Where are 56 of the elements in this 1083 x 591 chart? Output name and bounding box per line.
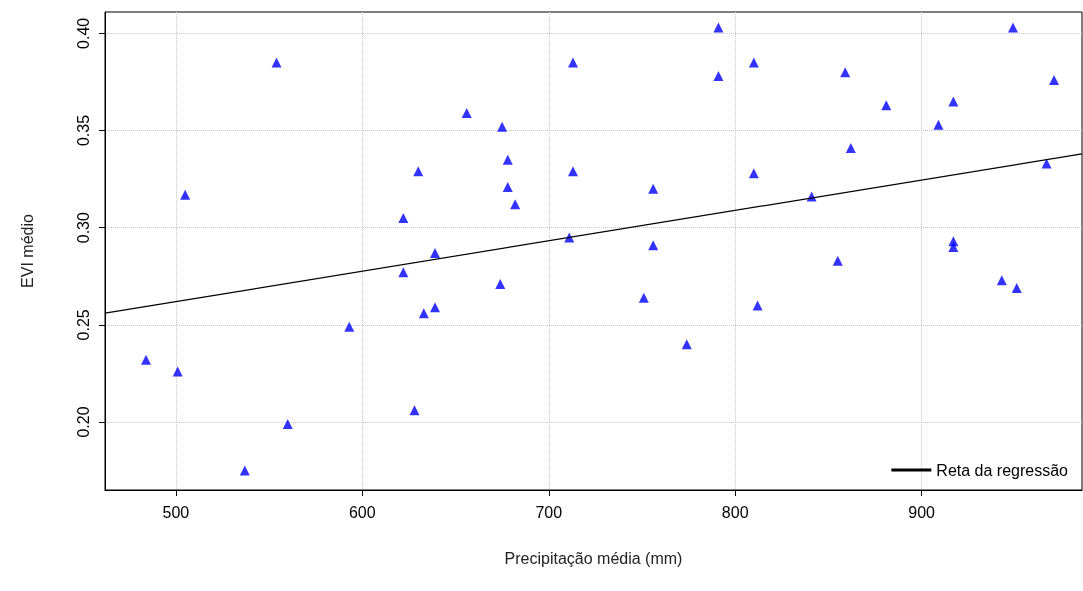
- point: [638, 292, 649, 303]
- point: [1011, 282, 1022, 293]
- point: [648, 183, 659, 194]
- x-tick-label: 500: [162, 503, 190, 521]
- point: [344, 321, 355, 332]
- point: [748, 57, 759, 68]
- point: [461, 108, 472, 119]
- point: [271, 57, 282, 68]
- point: [567, 57, 578, 68]
- point: [567, 166, 578, 177]
- y-tick-label: 0.30: [74, 212, 92, 244]
- point: [510, 199, 521, 210]
- point: [840, 67, 851, 78]
- point: [845, 143, 856, 154]
- y-tick-label: 0.40: [74, 17, 92, 49]
- y-tick-label: 0.20: [74, 406, 92, 438]
- x-tick-label: 800: [721, 503, 749, 521]
- point: [1008, 22, 1019, 33]
- point: [409, 405, 420, 416]
- x-tick-label: 700: [535, 503, 563, 521]
- point: [398, 267, 409, 278]
- point: [996, 275, 1007, 286]
- y-tick-label: 0.25: [74, 309, 92, 341]
- point: [141, 354, 152, 365]
- x-tick-label: 600: [348, 503, 376, 521]
- x-axis-title: Precipitação média (mm): [504, 549, 683, 567]
- point: [502, 154, 513, 165]
- point: [502, 181, 513, 192]
- point: [748, 168, 759, 179]
- point: [713, 22, 724, 33]
- y-axis-title: EVI médio: [18, 213, 36, 288]
- point: [933, 119, 944, 130]
- point: [413, 166, 424, 177]
- point: [681, 339, 692, 350]
- point: [430, 302, 441, 313]
- point: [881, 100, 892, 111]
- point: [832, 255, 843, 266]
- point: [495, 279, 506, 290]
- point: [1041, 158, 1052, 169]
- point: [948, 242, 959, 253]
- point: [648, 240, 659, 251]
- legend-label: Reta da regressão: [936, 461, 1069, 479]
- point: [713, 71, 724, 82]
- point: [282, 418, 293, 429]
- point: [430, 247, 441, 258]
- y-tick-label: 0.35: [74, 114, 92, 147]
- x-tick-label: 900: [908, 503, 936, 521]
- point: [752, 300, 763, 311]
- point: [239, 465, 250, 476]
- point: [418, 308, 429, 319]
- point: [497, 121, 508, 132]
- point: [172, 366, 183, 377]
- point: [1049, 75, 1060, 86]
- point: [398, 212, 409, 223]
- point: [948, 96, 959, 107]
- point: [180, 189, 191, 200]
